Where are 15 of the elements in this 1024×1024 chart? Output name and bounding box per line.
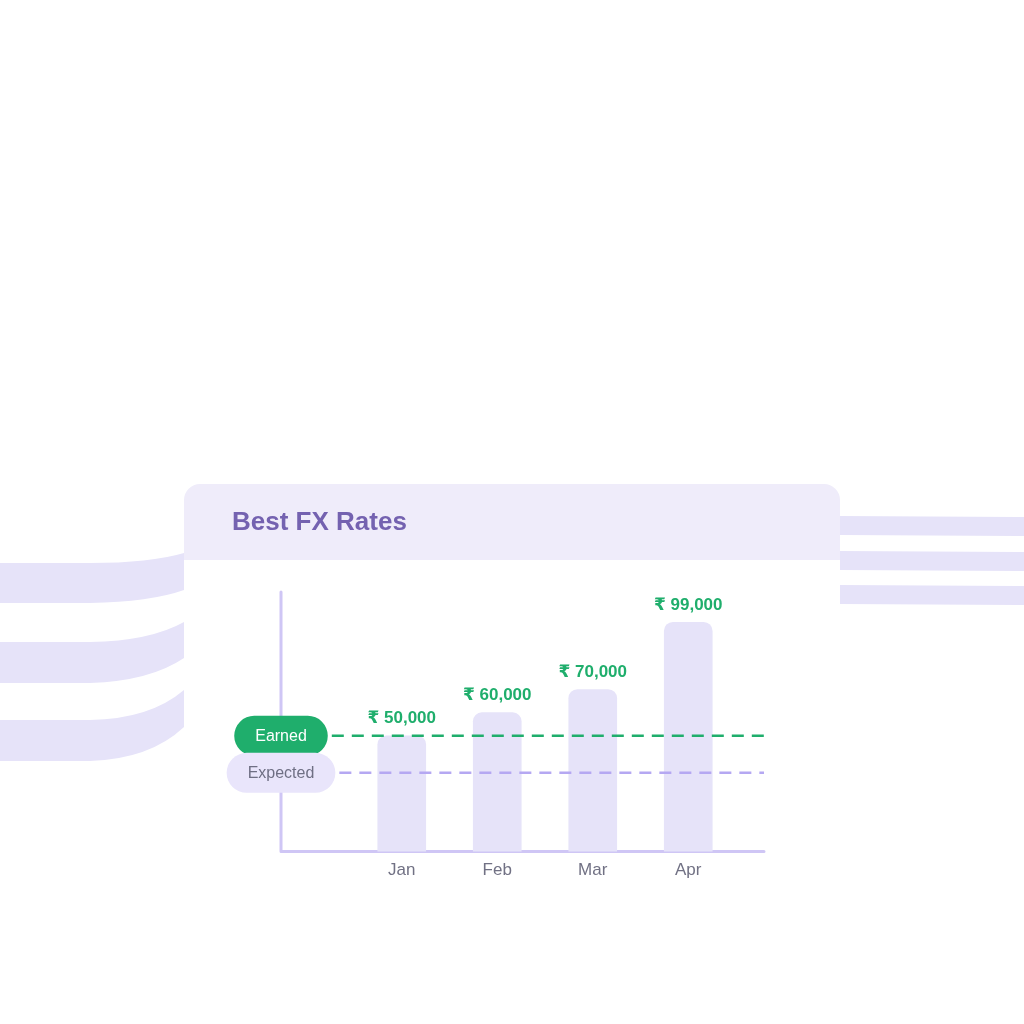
- data-label: ₹ 60,000: [462, 684, 532, 704]
- bar: [377, 735, 427, 852]
- chart-title: Best FX Rates: [232, 506, 407, 536]
- x-tick-label: Feb: [482, 860, 512, 880]
- x-tick-label: Jan: [388, 860, 416, 880]
- x-tick-label: Apr: [675, 860, 702, 880]
- bar: [568, 689, 618, 852]
- x-tick-label: Mar: [578, 860, 608, 880]
- bar: [472, 712, 522, 852]
- data-label: ₹ 99,000: [653, 594, 723, 614]
- data-label: ₹ 50,000: [367, 707, 437, 727]
- ref-line-label: Earned: [255, 727, 307, 745]
- ref-line-label: Expected: [247, 764, 315, 782]
- bar: [663, 621, 713, 852]
- data-label: ₹ 70,000: [558, 661, 628, 681]
